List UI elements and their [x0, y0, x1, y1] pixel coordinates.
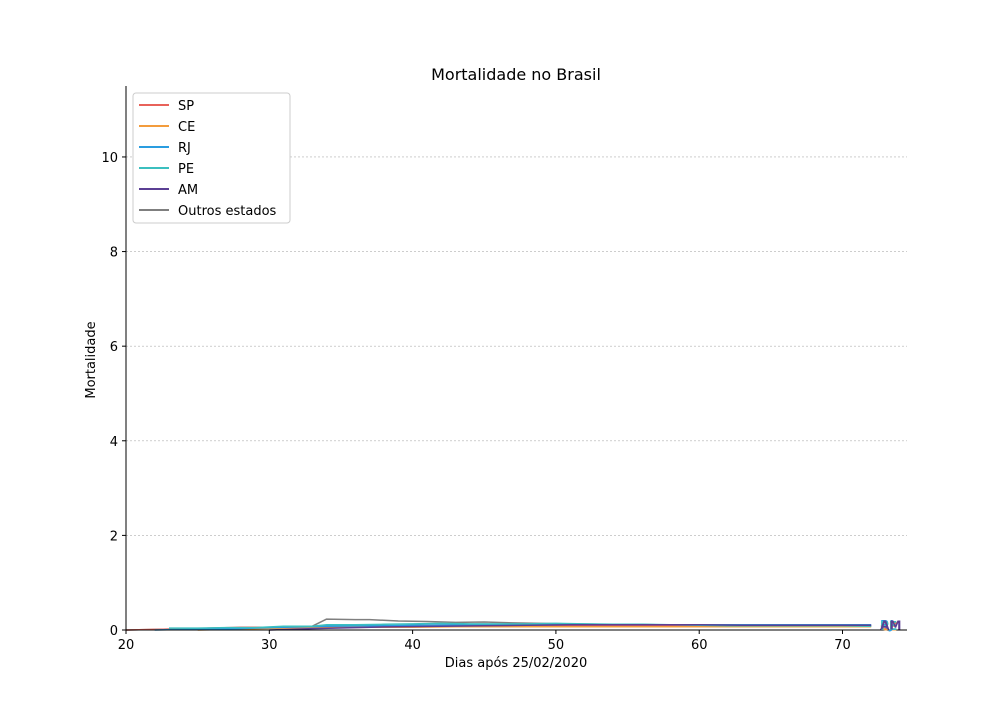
x-tick-label: 60 — [691, 638, 708, 653]
end-label-sp: SP — [880, 619, 898, 633]
end-label-rj: RJ — [880, 618, 894, 632]
x-axis-label: Dias após 25/02/2020 — [445, 656, 588, 671]
x-tick-label: 70 — [834, 638, 851, 653]
y-ticks: 0 2 4 6 8 10 — [101, 151, 126, 639]
legend-label: AM — [178, 183, 198, 198]
series-line-ce — [197, 625, 872, 631]
y-tick-label: 0 — [110, 624, 118, 639]
end-label-am: AM — [880, 618, 901, 632]
chart-title: Mortalidade no Brasil — [431, 65, 601, 84]
end-label-ce: CE — [880, 620, 897, 634]
series-line-am — [269, 624, 872, 631]
y-axis-label: Mortalidade — [84, 321, 99, 398]
y-tick-label: 8 — [110, 246, 118, 261]
x-tick-label: 30 — [261, 638, 278, 653]
x-ticks: 20 30 40 50 60 70 — [118, 630, 851, 653]
legend-label: Outros estados — [178, 204, 277, 219]
series-lines — [125, 618, 872, 631]
legend: SP CE RJ PE AM Outros estados — [132, 92, 291, 224]
y-tick-label: 2 — [110, 529, 118, 544]
end-label-pe: PE — [880, 619, 897, 633]
y-tick-label: 6 — [110, 340, 118, 355]
x-tick-label: 40 — [404, 638, 421, 653]
legend-label: PE — [178, 162, 194, 177]
x-tick-label: 20 — [118, 638, 135, 653]
legend-box — [132, 92, 291, 224]
legend-label: RJ — [178, 141, 191, 156]
y-tick-label: 10 — [101, 151, 118, 166]
y-tick-label: 4 — [110, 435, 118, 450]
x-tick-label: 50 — [548, 638, 565, 653]
axes — [125, 86, 907, 631]
legend-label: CE — [178, 120, 195, 135]
legend-label: SP — [178, 99, 194, 114]
